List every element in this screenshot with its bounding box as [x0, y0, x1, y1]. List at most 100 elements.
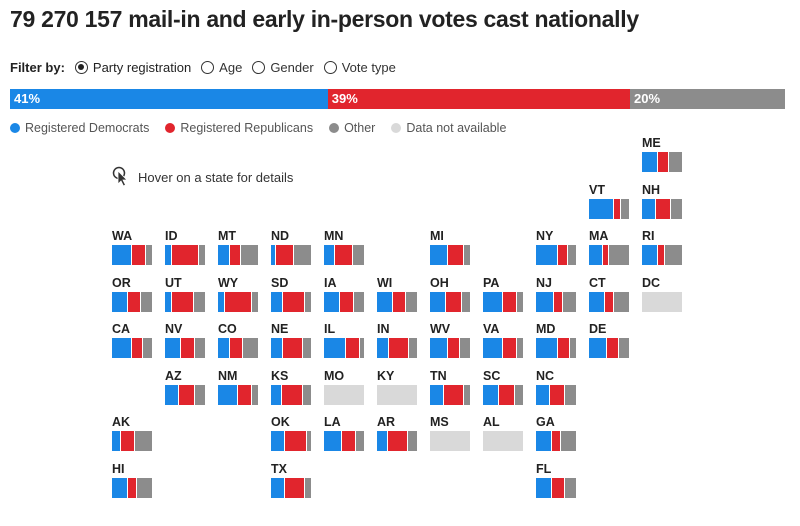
state-dem-segment: [377, 338, 389, 358]
filter-option-label: Age: [219, 60, 243, 75]
state-tile-az[interactable]: AZ: [163, 369, 207, 409]
state-label: OK: [271, 415, 290, 429]
state-tile-vt[interactable]: VT: [587, 183, 631, 223]
state-other-segment: [240, 245, 258, 265]
filter-option-age[interactable]: Age: [201, 60, 242, 75]
state-tile-id[interactable]: ID: [163, 229, 207, 269]
state-tile-pa[interactable]: PA: [481, 276, 525, 316]
state-label: NM: [218, 368, 238, 383]
legend-item-dem: Registered Democrats: [10, 121, 149, 135]
state-bar: [483, 384, 523, 405]
filter-bar: Filter by: Party registration Age Gender…: [10, 60, 406, 75]
state-bar: [218, 245, 258, 265]
state-tile-or[interactable]: OR: [110, 276, 154, 316]
state-label: AK: [112, 415, 131, 429]
state-tile-ca[interactable]: CA: [110, 322, 154, 362]
state-rep-segment: [503, 338, 517, 358]
state-dem-segment: [536, 431, 552, 451]
state-tile-wy[interactable]: WY: [216, 276, 260, 316]
state-tile-wv[interactable]: WV: [428, 322, 472, 362]
state-tile-ms[interactable]: MS: [428, 415, 472, 455]
filter-option-gender[interactable]: Gender: [252, 60, 314, 75]
state-label: RI: [642, 229, 655, 243]
state-bar: [430, 245, 470, 265]
state-label: MO: [324, 368, 345, 383]
state-tile-ny[interactable]: NY: [534, 229, 578, 269]
chart-legend: Registered Democrats Registered Republic…: [10, 121, 522, 135]
state-tile-sd[interactable]: SD: [269, 276, 313, 316]
state-bar: [589, 291, 629, 312]
state-bar: [165, 291, 205, 312]
state-tile-ks[interactable]: KS: [269, 369, 313, 409]
state-tile-oh[interactable]: OH: [428, 276, 472, 316]
filter-option-party[interactable]: Party registration: [74, 60, 191, 75]
state-tile-mt[interactable]: MT: [216, 229, 260, 269]
state-bar: [536, 384, 576, 405]
state-tile-ky[interactable]: KY: [375, 369, 419, 409]
state-label: OR: [112, 275, 131, 290]
legend-label: Registered Democrats: [25, 121, 150, 135]
state-rep-segment: [275, 245, 293, 265]
state-bar: [377, 291, 417, 312]
national-share-bar[interactable]: 41% 39% 20%: [10, 89, 785, 109]
state-bar: [324, 245, 364, 265]
state-tile-de[interactable]: DE: [587, 322, 631, 362]
state-tile-in[interactable]: IN: [375, 322, 419, 362]
state-tile-fl[interactable]: FL: [534, 462, 578, 502]
state-tile-ga[interactable]: GA: [534, 415, 578, 455]
state-rep-segment: [132, 245, 146, 265]
state-label: ME: [642, 136, 661, 150]
state-label: MD: [536, 322, 556, 336]
national-other-segment[interactable]: 20%: [630, 89, 785, 109]
state-other-segment: [562, 291, 576, 312]
state-tile-nj[interactable]: NJ: [534, 276, 578, 316]
state-tile-hi[interactable]: HI: [110, 462, 154, 502]
state-bar: [165, 384, 205, 405]
state-tile-la[interactable]: LA: [322, 415, 366, 455]
state-label: AR: [377, 415, 396, 429]
filter-option-vote-type[interactable]: Vote type: [323, 60, 396, 75]
legend-dot-icon: [165, 123, 176, 133]
state-tile-nc[interactable]: NC: [534, 369, 578, 409]
state-tile-al[interactable]: AL: [481, 415, 525, 455]
state-other-segment: [305, 291, 311, 312]
state-tile-ri[interactable]: RI: [640, 229, 684, 269]
state-tile-ia[interactable]: IA: [322, 276, 366, 316]
state-tile-nv[interactable]: NV: [163, 322, 207, 362]
state-label: HI: [112, 461, 125, 476]
state-tile-ne[interactable]: NE: [269, 322, 313, 362]
state-tile-nm[interactable]: NM: [216, 369, 260, 409]
state-tile-wa[interactable]: WA: [110, 229, 154, 269]
state-tile-il[interactable]: IL: [322, 322, 366, 362]
state-tile-tx[interactable]: TX: [269, 462, 313, 502]
state-tile-tn[interactable]: TN: [428, 369, 472, 409]
state-other-segment: [242, 338, 258, 358]
state-tile-ar[interactable]: AR: [375, 415, 419, 455]
state-tile-ok[interactable]: OK: [269, 415, 313, 455]
state-tile-md[interactable]: MD: [534, 322, 578, 362]
state-tile-nd[interactable]: ND: [269, 229, 313, 269]
state-other-segment: [515, 384, 523, 405]
state-tile-ak[interactable]: AK: [110, 415, 154, 455]
state-dem-segment: [589, 198, 613, 219]
state-label: SD: [271, 275, 289, 290]
state-tile-mo[interactable]: MO: [322, 369, 366, 409]
state-tile-sc[interactable]: SC: [481, 369, 525, 409]
state-tile-mi[interactable]: MI: [428, 229, 472, 269]
state-label: LA: [324, 415, 341, 429]
state-label: TN: [430, 368, 447, 383]
state-tile-ct[interactable]: CT: [587, 276, 631, 316]
state-tile-me[interactable]: ME: [640, 136, 684, 176]
state-tile-co[interactable]: CO: [216, 322, 260, 362]
national-rep-segment[interactable]: 39%: [327, 89, 630, 109]
state-other-segment: [608, 245, 629, 265]
state-tile-va[interactable]: VA: [481, 322, 525, 362]
state-tile-dc[interactable]: DC: [640, 276, 684, 316]
state-tile-mn[interactable]: MN: [322, 229, 366, 269]
state-tile-wi[interactable]: WI: [375, 276, 419, 316]
state-tile-ma[interactable]: MA: [587, 229, 631, 269]
state-rep-segment: [224, 291, 252, 312]
state-tile-ut[interactable]: UT: [163, 276, 207, 316]
national-dem-segment[interactable]: 41%: [10, 89, 328, 109]
state-tile-nh[interactable]: NH: [640, 183, 684, 223]
